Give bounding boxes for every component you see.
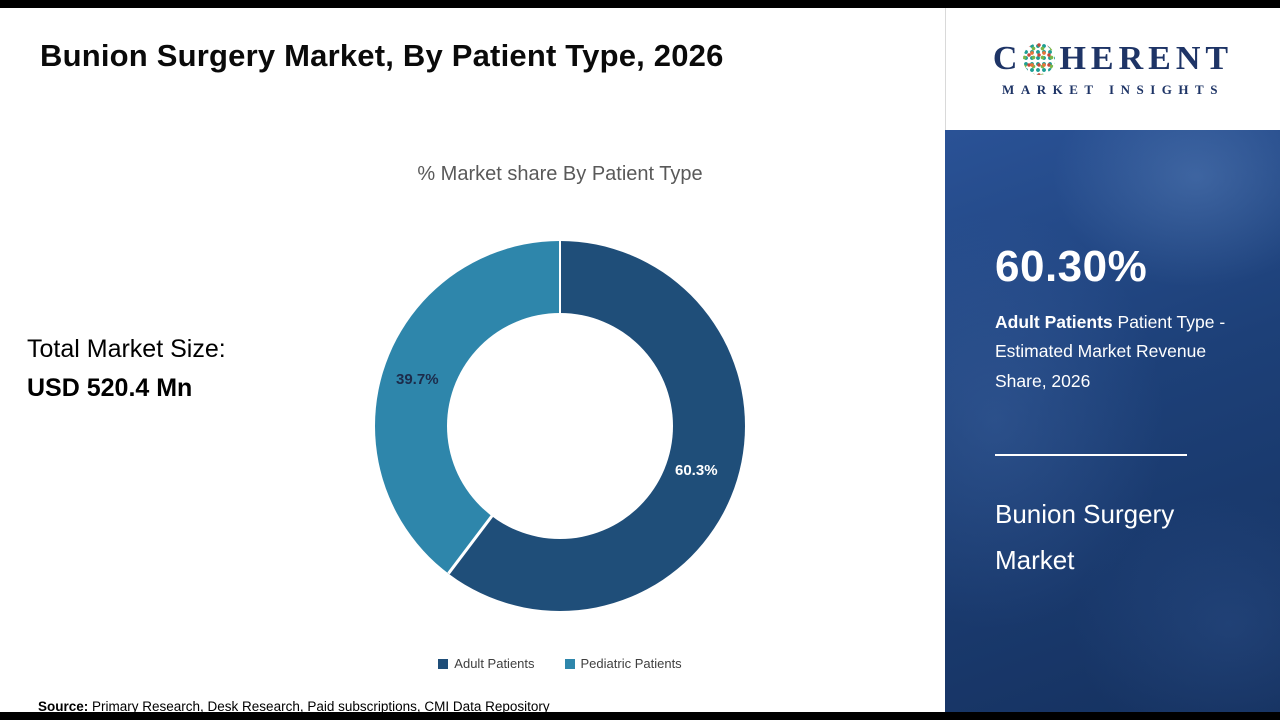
brand-subtitle: MARKET INSIGHTS [1002,82,1224,97]
main-panel: Bunion Surgery Market, By Patient Type, … [0,8,945,714]
stat-desc-rest: Patient Type - Estimated Market Revenue … [995,312,1226,391]
brand-logo: C HERENT MARKET INSIGHTS [945,8,1280,130]
page-title: Bunion Surgery Market, By Patient Type, … [40,38,724,73]
brand-wordmark: C HERENT [993,40,1233,78]
sidebar-highlight-area: 60.30% Adult Patients Patient Type - Est… [945,130,1280,712]
total-market-label: Total Market Size: [27,335,226,363]
bottom-border-bar [0,712,1280,720]
data-label-pediatric-patients: 39.7% [396,371,439,388]
sidebar-divider [995,454,1187,457]
donut-chart: 60.3% 39.7% [375,241,745,611]
sidebar-panel: C HERENT MARKET INSIGHTS 60.30% Adult Pa… [945,8,1280,712]
total-market-size: Total Market Size: USD 520.4 Mn [27,330,226,408]
top-border-bar [0,0,1280,8]
total-market-value: USD 520.4 Mn [27,373,193,402]
brand-letters-rest: HERENT [1059,40,1234,77]
market-name: Bunion Surgery Market [995,499,1175,575]
legend-label-pediatric: Pediatric Patients [580,656,682,671]
highlight-stat-value: 60.30% [995,242,1148,291]
chart-title: % Market share By Patient Type [417,163,703,185]
legend-swatch-adult-icon [438,658,449,669]
legend-swatch-pediatric-icon [564,658,575,669]
chart-legend: Adult Patients Pediatric Patients [320,656,800,671]
source-label: Source: [38,699,89,714]
legend-item-pediatric-patients: Pediatric Patients [564,656,682,671]
donut-hole [447,313,673,539]
source-attribution: Source: Primary Research, Desk Research,… [38,699,550,714]
stat-desc-segment: Adult Patients [995,312,1113,332]
legend-item-adult-patients: Adult Patients [438,656,535,671]
brand-letter-c: C [992,40,1023,77]
data-label-adult-patients: 60.3% [675,462,718,479]
source-text: Primary Research, Desk Research, Paid su… [88,699,550,714]
globe-dots-icon [1023,43,1056,75]
highlight-stat-description: Adult Patients Patient Type - Estimated … [995,308,1243,396]
legend-label-adult: Adult Patients [454,656,535,671]
